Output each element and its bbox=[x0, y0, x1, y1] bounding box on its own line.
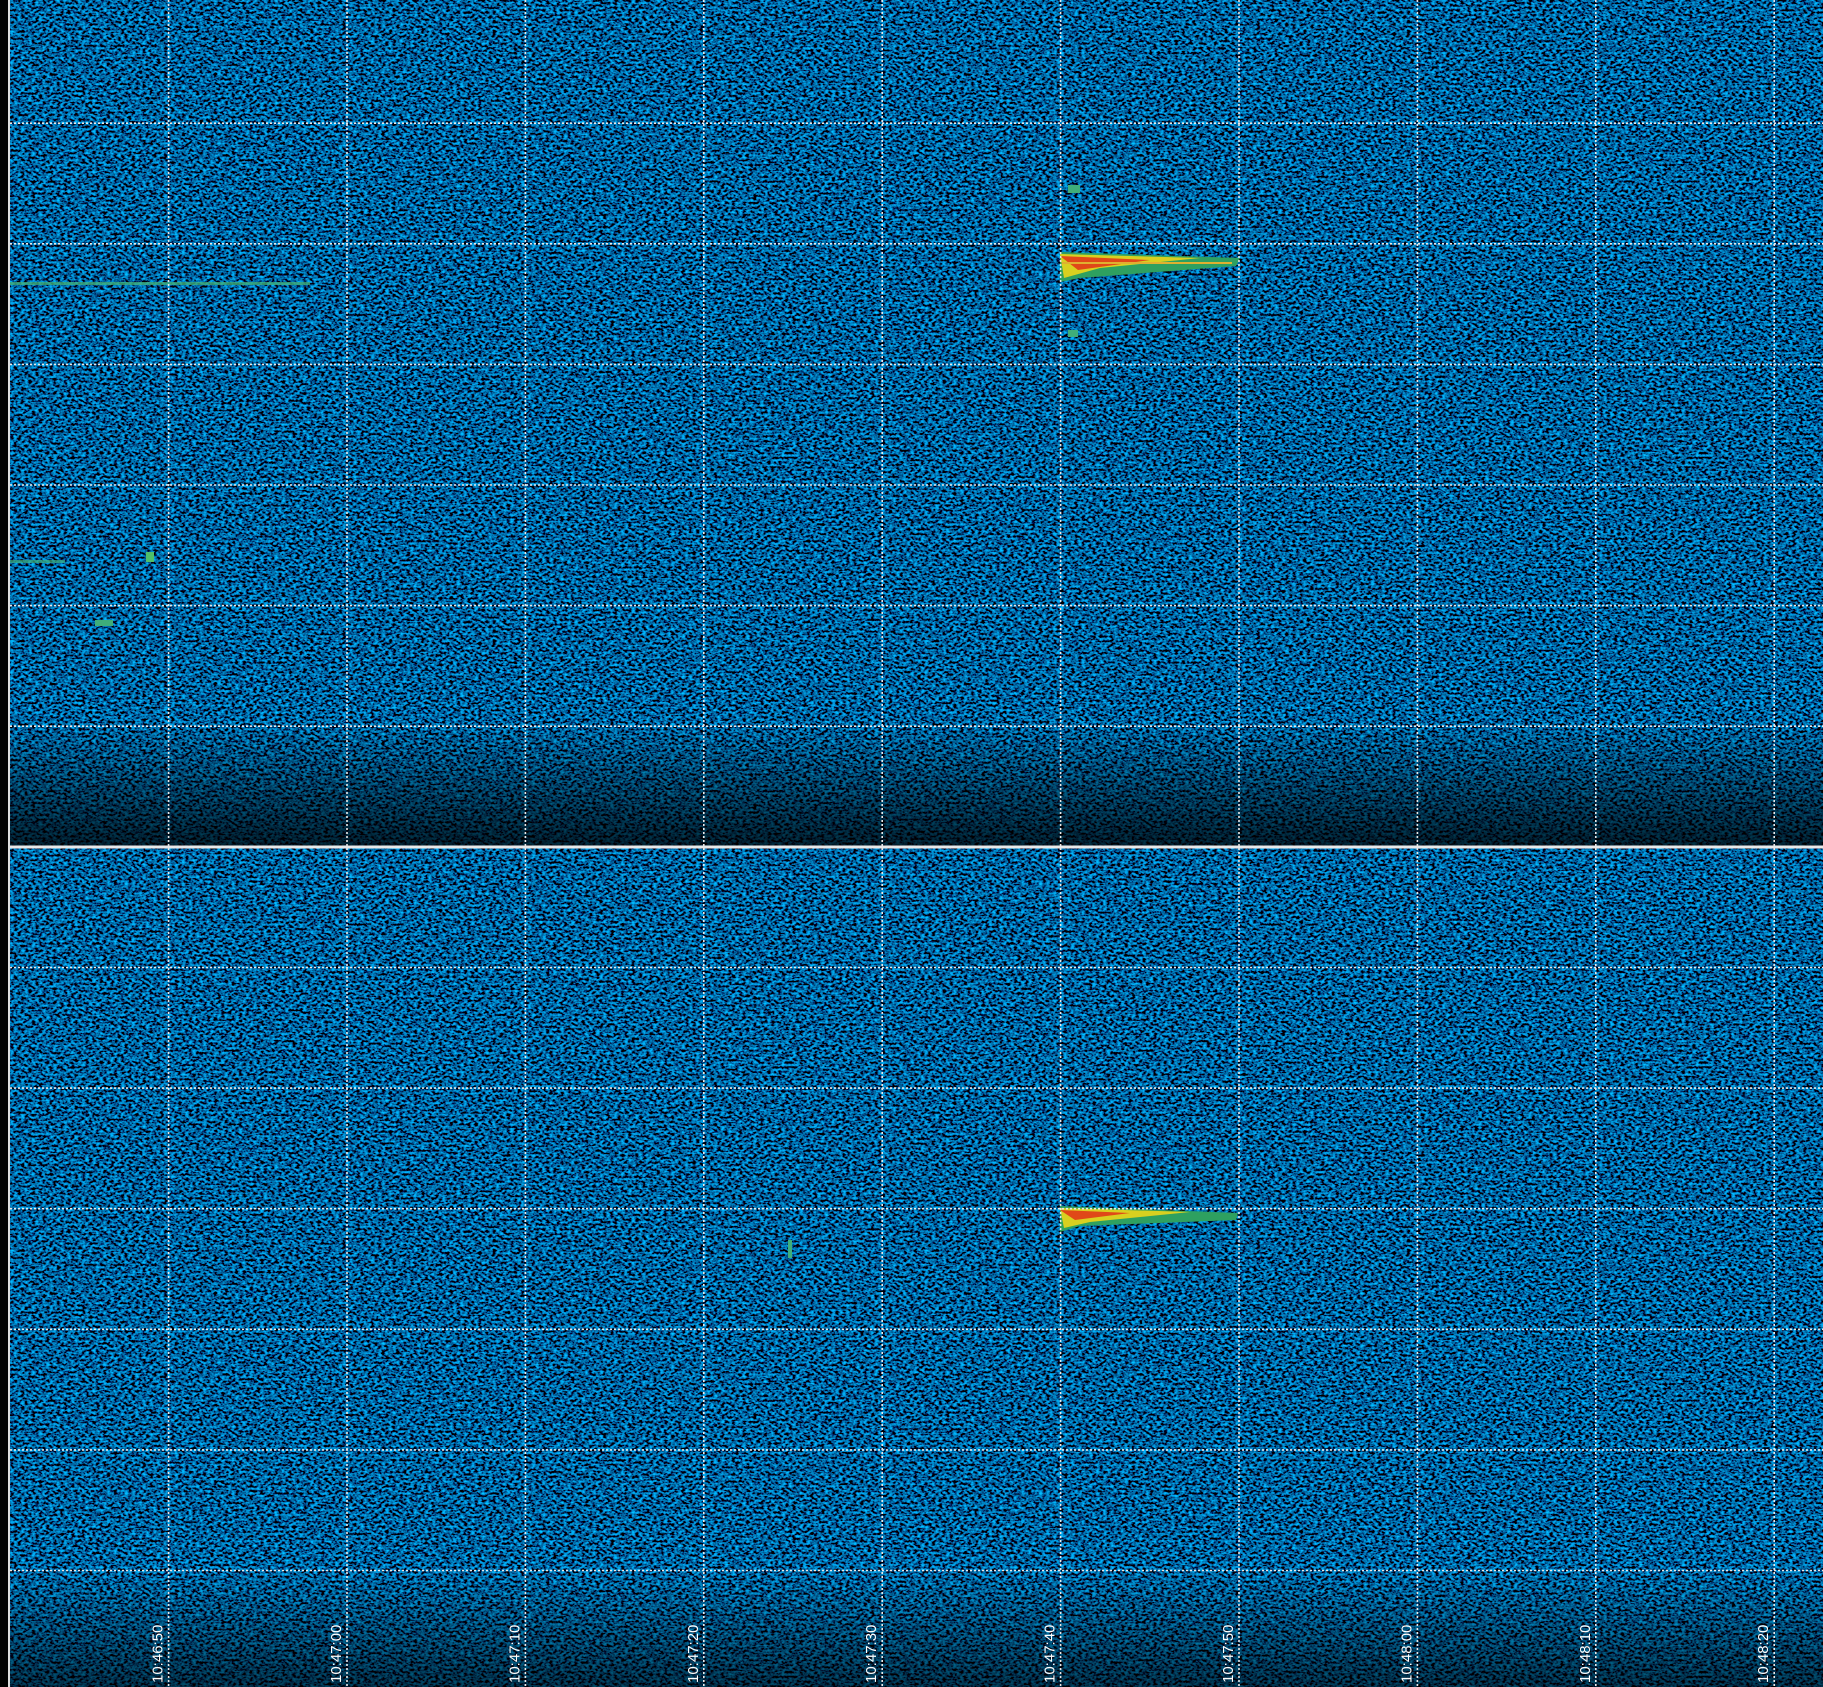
x-tick-label: 10:48:10 bbox=[1577, 1625, 1594, 1683]
x-tick-label: 10:47:30 bbox=[863, 1625, 880, 1683]
x-tick-label: 10:47:10 bbox=[506, 1625, 523, 1683]
spectrogram-chart: 10:46:50 10:47:00 10:47:10 10:47:20 10:47:30… bbox=[0, 0, 1823, 1687]
panel-shade bbox=[10, 1570, 1823, 1687]
x-tick-label: 10:48:00 bbox=[1398, 1625, 1415, 1683]
x-tick-label: 10:47:40 bbox=[1042, 1625, 1059, 1683]
page: 10:46:50 10:47:00 10:47:10 10:47:20 10:47:30… bbox=[0, 0, 1823, 1687]
panel-shade bbox=[10, 720, 1823, 846]
x-tick-label: 10:47:50 bbox=[1220, 1625, 1237, 1683]
x-tick-label: 10:48:20 bbox=[1755, 1625, 1772, 1683]
x-tick-label: 10:47:00 bbox=[328, 1625, 345, 1683]
x-tick-label: 10:46:50 bbox=[150, 1625, 167, 1683]
x-tick-label: 10:47:20 bbox=[685, 1625, 702, 1683]
